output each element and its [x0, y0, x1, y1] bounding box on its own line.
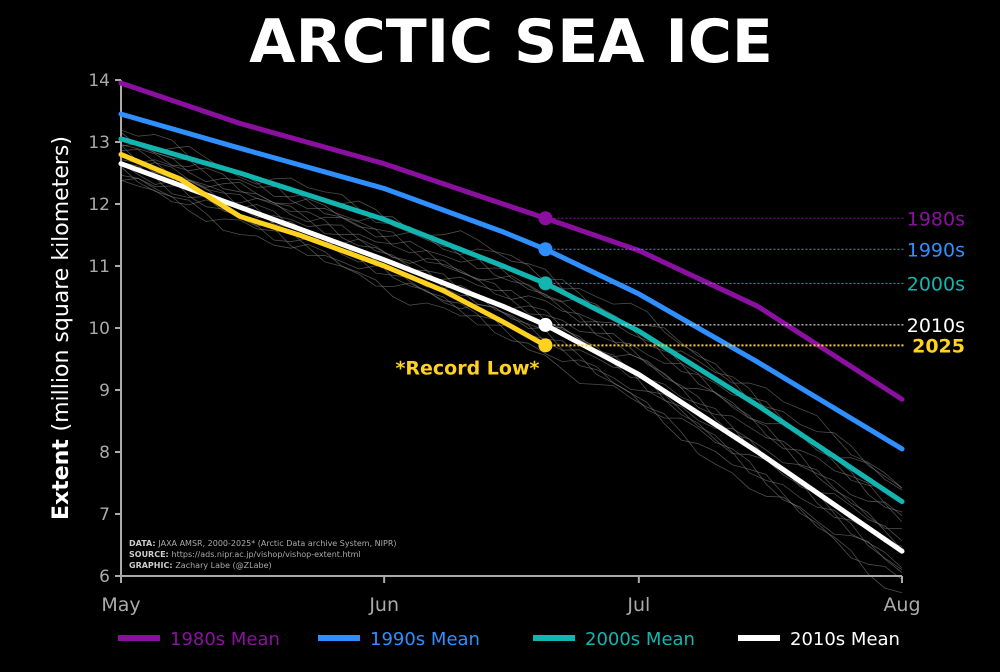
- individual-year-line: [120, 177, 903, 594]
- series-end-label: 2025: [912, 335, 965, 357]
- series-lines-group: [118, 80, 905, 554]
- series-end-label: 2010s: [907, 315, 965, 337]
- individual-year-line: [120, 143, 903, 513]
- legend-label: 1990s Mean: [370, 629, 480, 650]
- individual-year-line: [120, 129, 903, 489]
- series-end-marker: [538, 338, 553, 353]
- series-line: [118, 136, 905, 505]
- y-axis-label: Extent (million square kilometers): [49, 136, 74, 520]
- y-axis-label-rest: (million square kilometers): [49, 136, 74, 431]
- credit-text: Zachary Labe (@ZLabe): [175, 561, 271, 570]
- x-tick-label: Aug: [883, 594, 920, 616]
- individual-year-line: [120, 131, 903, 501]
- y-tick-label: 8: [99, 443, 110, 463]
- y-tick-label: 11: [88, 257, 110, 277]
- series-line: [118, 111, 905, 452]
- y-tick-label: 10: [88, 319, 110, 339]
- series-end-marker: [538, 276, 553, 291]
- series-line: [118, 151, 548, 348]
- y-tick-label: 12: [88, 195, 110, 215]
- y-tick-label: 13: [88, 133, 110, 153]
- y-tick-label: 7: [99, 505, 110, 525]
- series-end-label: 2000s: [907, 273, 965, 295]
- series-line: [118, 80, 905, 402]
- individual-year-line: [120, 166, 903, 580]
- credit-line: DATA: JAXA AMSR, 2000-2025* (Arctic Data…: [129, 539, 397, 548]
- x-tick-label: May: [101, 594, 140, 616]
- credit-line: GRAPHIC: Zachary Labe (@ZLabe): [129, 561, 272, 570]
- legend-label: 2010s Mean: [790, 629, 900, 650]
- series-line: [118, 161, 905, 554]
- legend-group: 1980s Mean 1990s Mean 2000s Mean 2010s Mean: [118, 629, 900, 650]
- credit-text: https://ads.nipr.ac.jp/vishop/vishop-ext…: [172, 550, 361, 559]
- x-tick-label: Jul: [626, 594, 650, 616]
- credit-label: SOURCE:: [129, 550, 172, 559]
- axes-group: 6 7 8 9 10 11 12 13 14 May Jun Jul Aug Extent (millio…: [49, 71, 921, 616]
- individual-year-line: [120, 159, 903, 523]
- legend-label: 1980s Mean: [170, 629, 280, 650]
- chart-title: ARCTIC SEA ICE: [249, 7, 773, 77]
- series-end-label: 1980s: [907, 208, 965, 230]
- legend-label: 2000s Mean: [585, 629, 695, 650]
- y-tick-label: 6: [99, 567, 110, 587]
- credit-label: GRAPHIC:: [129, 561, 175, 570]
- y-axis-label-bold: Extent: [49, 431, 74, 520]
- credit-text: JAXA AMSR, 2000-2025* (Arctic Data archi…: [157, 539, 396, 548]
- credit-line: SOURCE: https://ads.nipr.ac.jp/vishop/vi…: [129, 550, 361, 559]
- series-end-marker: [538, 211, 553, 226]
- individual-year-line: [120, 144, 903, 517]
- series-end-marker: [538, 317, 553, 332]
- series-end-marker: [538, 242, 553, 257]
- individual-year-line: [120, 162, 903, 551]
- y-tick-label: 14: [88, 71, 110, 91]
- credit-label: DATA:: [129, 539, 158, 548]
- credits-group: DATA: JAXA AMSR, 2000-2025* (Arctic Data…: [129, 539, 397, 570]
- y-tick-label: 9: [99, 381, 110, 401]
- record-low-annotation: *Record Low*: [395, 357, 539, 379]
- x-tick-label: Jun: [368, 594, 399, 616]
- series-end-label: 1990s: [907, 239, 965, 261]
